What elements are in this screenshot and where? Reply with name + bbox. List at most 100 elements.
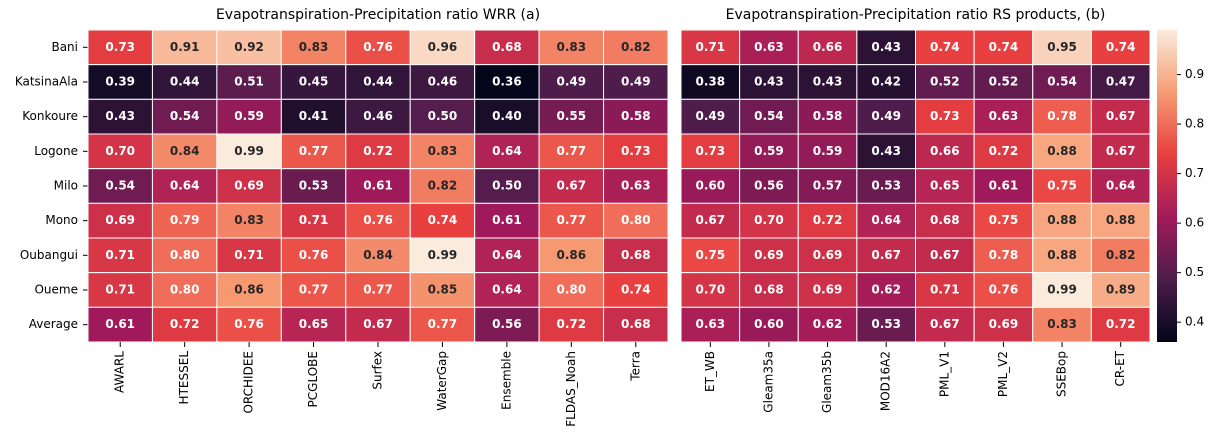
cell-label: 0.80 <box>170 248 200 262</box>
cell-label: 0.67 <box>557 179 587 193</box>
cell-label: 0.89 <box>1106 283 1136 297</box>
cell <box>216 306 282 343</box>
cell-label: 0.38 <box>696 75 726 89</box>
cell-label: 0.80 <box>621 213 651 227</box>
x-tick-label: Ensemble <box>499 351 513 410</box>
cell-label: 0.59 <box>234 109 264 123</box>
x-tick-label: CR-ET <box>1113 350 1127 386</box>
cell-label: 0.45 <box>299 75 329 89</box>
cell-label: 0.59 <box>813 144 843 158</box>
cell <box>474 133 540 170</box>
cell-label: 0.74 <box>428 213 458 227</box>
cell-label: 0.64 <box>492 283 522 297</box>
cell <box>151 306 218 343</box>
cell-label: 0.43 <box>754 75 784 89</box>
cell <box>87 306 153 343</box>
cell <box>680 98 741 135</box>
cell <box>151 168 218 204</box>
x-tick-label: Gleam35a <box>761 351 775 413</box>
cell-label: 0.76 <box>299 248 329 262</box>
cell-label: 0.64 <box>492 144 522 158</box>
x-tick-label: WaterGap <box>435 351 449 411</box>
cell-label: 0.76 <box>989 283 1019 297</box>
chart-title: Evapotranspiration-Precipitation ratio W… <box>216 7 540 23</box>
cell-label: 0.77 <box>428 317 458 331</box>
cell-label: 0.49 <box>621 75 651 89</box>
cell <box>1090 133 1151 170</box>
cell-label: 0.49 <box>696 109 726 123</box>
x-tick-label: FLDAS_Noah <box>564 351 578 427</box>
cell-label: 0.70 <box>696 283 726 297</box>
cell <box>915 133 975 170</box>
cell-label: 0.49 <box>871 109 901 123</box>
cell-label: 0.70 <box>754 213 784 227</box>
colorbar <box>1157 30 1177 342</box>
cell <box>1032 168 1092 204</box>
cell-label: 0.84 <box>363 248 393 262</box>
cell <box>216 64 282 100</box>
cell-label: 0.61 <box>492 213 522 227</box>
cell-label: 0.92 <box>234 40 264 54</box>
x-tick-label: MOD16A2 <box>879 351 893 411</box>
cell-label: 0.54 <box>105 179 135 193</box>
x-tick-label: ORCHIDEE <box>242 351 256 414</box>
cell <box>915 168 975 204</box>
cell <box>603 272 669 308</box>
cell-label: 0.75 <box>696 248 726 262</box>
cell-label: 0.82 <box>1106 248 1136 262</box>
cell <box>739 29 799 66</box>
cell-label: 0.61 <box>363 179 393 193</box>
cell <box>216 168 282 204</box>
cell <box>856 202 916 239</box>
cell <box>280 98 347 135</box>
cell-label: 0.55 <box>557 109 587 123</box>
cell-label: 0.39 <box>105 75 135 89</box>
cell-label: 0.65 <box>299 317 329 331</box>
cell-label: 0.73 <box>696 144 726 158</box>
cell <box>1032 306 1092 343</box>
y-tick-label: Bani <box>51 40 78 54</box>
cell <box>1032 133 1092 170</box>
cell <box>474 202 540 239</box>
cell-label: 0.99 <box>234 144 264 158</box>
cell <box>538 237 605 274</box>
cell <box>409 168 476 204</box>
cell <box>1090 306 1151 343</box>
cell-label: 0.86 <box>234 283 264 297</box>
cell-label: 0.80 <box>557 283 587 297</box>
cell <box>151 202 218 239</box>
cell-label: 0.69 <box>234 179 264 193</box>
cell <box>151 29 218 66</box>
cell-label: 0.69 <box>813 283 843 297</box>
cell-label: 0.83 <box>299 40 329 54</box>
cell <box>409 64 476 100</box>
cell <box>797 64 858 100</box>
cell-label: 0.77 <box>299 144 329 158</box>
cell-label: 0.53 <box>871 179 901 193</box>
cell <box>797 133 858 170</box>
y-tick-label: KatsinaAla <box>15 75 78 89</box>
cell <box>345 98 411 135</box>
cell-label: 0.43 <box>871 40 901 54</box>
x-tick-label: PML_V2 <box>996 351 1010 397</box>
cell-label: 0.54 <box>1047 75 1077 89</box>
cell-label: 0.63 <box>696 317 726 331</box>
cell <box>973 237 1034 274</box>
cell-label: 0.43 <box>813 75 843 89</box>
cell-label: 0.88 <box>1106 213 1136 227</box>
cell-label: 0.78 <box>989 248 1019 262</box>
colorbar-tick-label: 0.5 <box>1185 265 1204 279</box>
cell-label: 0.46 <box>363 109 393 123</box>
y-tick-label: Oubangui <box>20 248 78 262</box>
cell-label: 0.66 <box>813 40 843 54</box>
cell-label: 0.83 <box>557 40 587 54</box>
cell-label: 0.72 <box>989 144 1019 158</box>
cell <box>603 64 669 100</box>
cell-label: 0.71 <box>105 248 135 262</box>
cell <box>345 64 411 100</box>
cell-label: 0.74 <box>930 40 960 54</box>
cell-label: 0.62 <box>813 317 843 331</box>
cell-label: 0.76 <box>234 317 264 331</box>
cell-label: 0.77 <box>299 283 329 297</box>
cell-label: 0.63 <box>621 179 651 193</box>
